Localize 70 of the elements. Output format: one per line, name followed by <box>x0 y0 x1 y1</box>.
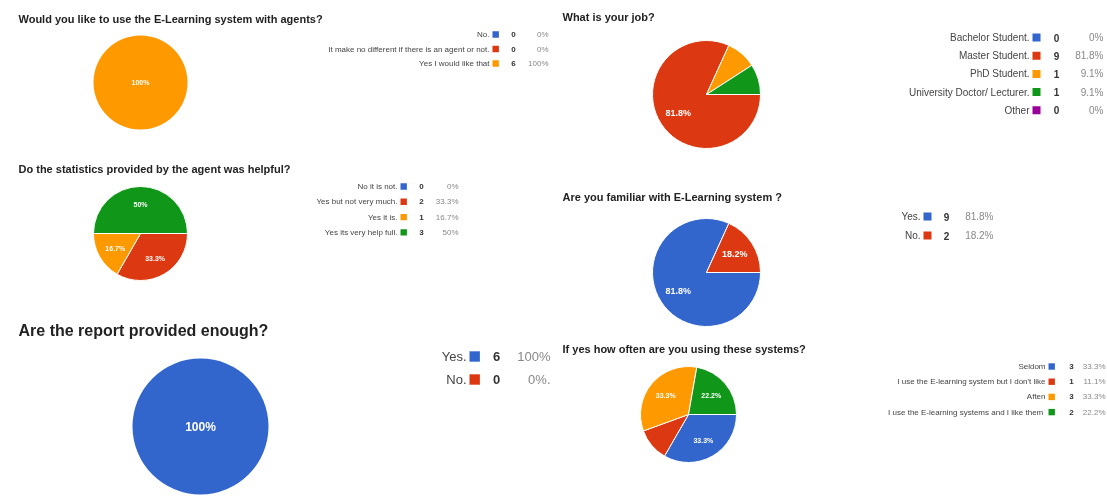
text: 1 <box>1053 68 1060 80</box>
text: 1 <box>419 212 425 222</box>
legend-label: No. <box>446 372 467 387</box>
legend-label: Seldom <box>1018 362 1046 371</box>
text: 2 <box>1069 407 1075 417</box>
text: 3 <box>419 227 425 237</box>
text: 1 <box>1053 87 1060 99</box>
text: 0% <box>1089 32 1104 43</box>
text: 0% <box>536 44 549 54</box>
text: 18.2% <box>965 230 994 241</box>
text: 0%. <box>528 372 551 387</box>
text: 81.8% <box>965 211 994 222</box>
chart-title: If yes how often are you using these systems? <box>562 342 807 355</box>
text: 0 <box>511 30 517 39</box>
chart-title: Are you familiar with E-Learning system ? <box>562 190 783 203</box>
data-label: 18.2% <box>721 249 748 260</box>
chart-title: What is your job? <box>562 10 656 23</box>
legend-label: Yes I would like that <box>419 59 491 68</box>
legend-label: It make no different if there is an agent or not. <box>328 44 490 54</box>
legend-label: PhD Student. <box>970 68 1030 80</box>
text: 81.8% <box>1075 50 1104 62</box>
legend-label: Yes it is. <box>368 212 398 222</box>
text: 0 <box>492 372 501 387</box>
text: 2 <box>943 230 950 242</box>
legend-label: Yes but not very much. <box>316 197 398 207</box>
text: 100% <box>517 349 551 364</box>
legend-label: No it is not. <box>357 182 398 191</box>
text: 33.3% <box>435 197 459 207</box>
legend-label: University Doctor/ Lecturer. <box>908 86 1030 98</box>
text: 3 <box>1069 362 1075 371</box>
legend-label: Yes. <box>901 211 921 222</box>
data-label: 81.8% <box>665 285 692 296</box>
legend-label: Other <box>1004 104 1031 116</box>
legend-label: I use the E-learning systems and I like them <box>888 407 1044 417</box>
text: 6 <box>511 59 517 68</box>
data-label: 9.1% <box>1080 68 1104 80</box>
text: 0 <box>419 182 425 191</box>
legend-label: Yes its very help full. <box>324 227 398 237</box>
text: 0 <box>1053 105 1060 117</box>
text: 33.3% <box>1082 392 1106 402</box>
text: 33.3% <box>1082 362 1106 371</box>
data-label: 11.1% <box>1083 377 1106 387</box>
text: 0 <box>1053 32 1060 44</box>
data-label: 81.8% <box>665 107 692 118</box>
text: 100% <box>528 59 549 68</box>
text: 9 <box>943 211 950 223</box>
text: 50% <box>442 227 459 237</box>
chart-title: Do the statistics provided by the agent was helpful? <box>18 162 291 175</box>
chart-title: Would you like to use the E-Learning system with agents? <box>18 12 323 25</box>
text: 1 <box>1069 377 1075 387</box>
text: 0% <box>446 182 459 191</box>
text: 0% <box>1089 104 1104 116</box>
data-label: 9.1% <box>1080 86 1104 98</box>
text: 0 <box>511 44 517 54</box>
text: 2 <box>419 197 425 207</box>
text: 16.7% <box>435 212 459 222</box>
text: 6 <box>492 349 501 364</box>
legend-label: Aften <box>1026 392 1046 402</box>
legend-label: Bachelor Student. <box>950 32 1030 43</box>
data-label: 100% <box>185 419 217 434</box>
text: 9 <box>1053 50 1060 62</box>
chart-title: Are the report provided enough? <box>18 322 269 339</box>
legend-label: I use the E-learning system but I don't like <box>897 377 1047 387</box>
legend-label: Yes. <box>441 349 467 364</box>
legend-label: No. <box>477 30 490 39</box>
text: 3 <box>1069 392 1075 402</box>
text: 0% <box>536 30 549 39</box>
legend-label: No. <box>904 230 921 241</box>
legend-label: Master Student. <box>958 50 1030 62</box>
text: 22.2% <box>1082 407 1106 417</box>
